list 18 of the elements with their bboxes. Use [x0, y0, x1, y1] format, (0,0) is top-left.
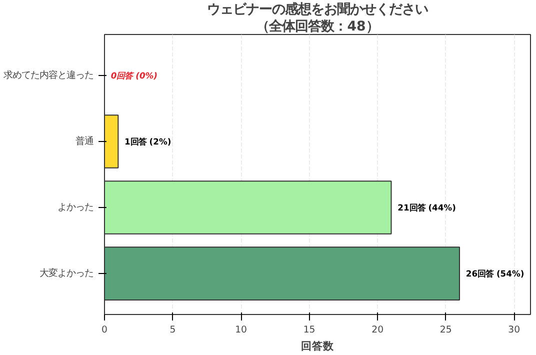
- x-tick-label: 20: [372, 324, 384, 336]
- y-tick-label: 普通: [76, 136, 94, 147]
- x-tick-label: 0: [102, 324, 108, 336]
- x-tick-label: 5: [170, 324, 176, 336]
- y-tick-label: 大変よかった: [40, 268, 94, 280]
- y-tick-label: 求めてた内容と違った: [4, 70, 94, 81]
- x-tick-label: 30: [508, 324, 520, 336]
- data-label: 1回答 (2%): [124, 136, 172, 146]
- chart-subtitle: （全体回答数：48）: [256, 20, 379, 34]
- x-tick-label: 25: [440, 324, 452, 336]
- data-label: 0回答 (0%): [110, 70, 158, 80]
- x-tick-label: 15: [303, 324, 316, 336]
- x-tick-label: 10: [235, 324, 248, 336]
- data-label: 26回答 (54%): [466, 268, 524, 279]
- data-label: 21回答 (44%): [398, 202, 456, 213]
- y-tick-label: よかった: [58, 202, 94, 214]
- x-axis-title: 回答数: [301, 340, 335, 352]
- chart-title: ウェビナーの感想をお聞かせください: [207, 2, 428, 18]
